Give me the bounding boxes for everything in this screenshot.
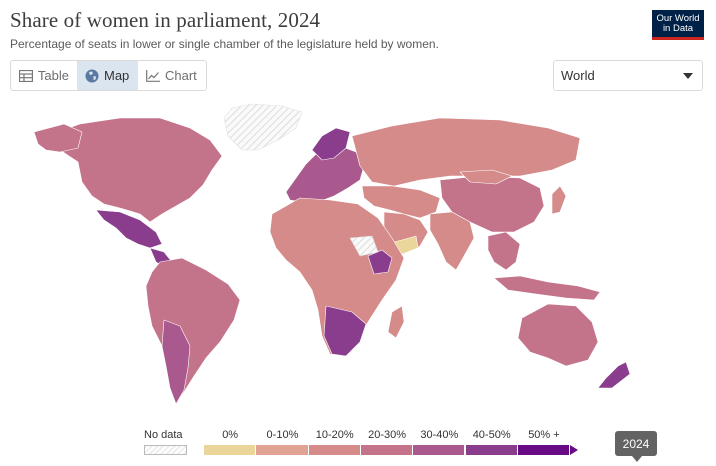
region-selector-value: World [561,68,595,83]
region-madagascar[interactable] [387,305,405,339]
legend-bin-label: 50% + [528,429,560,441]
logo-line-1: Our World [656,13,700,24]
tab-map-label: Map [104,68,130,83]
legend-bin-swatch [308,445,361,455]
legend-open-ended-arrow-icon [570,445,579,455]
logo-accent-bar [652,37,704,40]
legend-bin-4[interactable]: 30-40% [413,429,466,457]
view-tabs: Table Map Chart [10,60,207,91]
owid-logo[interactable]: Our World in Data [652,10,704,40]
region-mongolia[interactable] [459,169,513,185]
legend-bin-1[interactable]: 0-10% [256,429,309,457]
legend-bin-swatch [204,445,257,455]
region-scandinavia[interactable] [311,127,351,161]
legend-bin-2[interactable]: 10-20% [308,429,361,457]
region-india[interactable] [429,211,475,271]
legend-bin-5[interactable]: 40-50% [465,429,518,457]
tab-table-label: Table [37,68,69,83]
legend-bin-label: 0% [222,429,239,441]
region-southeast-asia[interactable] [487,231,521,271]
region-japan[interactable] [551,185,567,215]
legend-bin-swatch [517,445,571,455]
region-ethiopia[interactable] [367,249,393,275]
legend-bin-swatch [360,445,414,455]
timeline-year-label: 2024 [622,436,650,451]
timeline-year-handle[interactable]: 2024 [615,431,657,462]
region-middle-east[interactable] [361,185,441,219]
region-sahara-no-data[interactable] [349,235,379,257]
region-russia[interactable] [351,117,581,187]
world-map [33,103,631,405]
region-greenland[interactable] [223,103,303,151]
line-chart-icon [146,69,160,82]
caret-down-icon [683,72,693,79]
region-argentina[interactable] [161,319,191,405]
legend-bin-swatch [465,445,518,455]
region-australia[interactable] [517,303,599,367]
region-alaska[interactable] [33,123,83,153]
legend-no-data-label: No data [144,429,183,441]
legend-bin-swatch [413,445,466,455]
legend-bin-6[interactable]: 50% + [517,429,571,457]
chart-title: Share of women in parliament, 2024 [10,8,321,32]
region-south-america[interactable] [145,257,241,403]
tab-table[interactable]: Table [11,61,77,90]
region-selector[interactable]: World [553,60,703,91]
region-new-zealand[interactable] [597,361,631,389]
tab-chart[interactable]: Chart [138,61,206,90]
legend-bin-label: 40-50% [472,429,511,441]
region-north-america[interactable] [39,117,223,223]
region-southern-africa[interactable] [323,305,367,357]
chart-subtitle: Percentage of seats in lower or single c… [10,37,439,51]
legend-bin-label: 10-20% [315,429,354,441]
tab-map[interactable]: Map [77,61,138,90]
legend-bin-0[interactable]: 0% [204,429,257,457]
logo-line-2: in Data [662,23,694,34]
globe-icon [85,69,99,82]
table-icon [19,69,33,82]
legend-no-data-swatch[interactable] [144,445,187,455]
tab-chart-label: Chart [165,68,197,83]
region-china[interactable] [439,175,545,233]
legend-bin-3[interactable]: 20-30% [360,429,414,457]
legend-bin-swatch [256,445,309,455]
region-indonesia[interactable] [493,275,601,301]
legend-bin-label: 30-40% [420,429,459,441]
legend-bin-label: 20-30% [368,429,406,441]
legend-bin-label: 0-10% [266,429,299,441]
